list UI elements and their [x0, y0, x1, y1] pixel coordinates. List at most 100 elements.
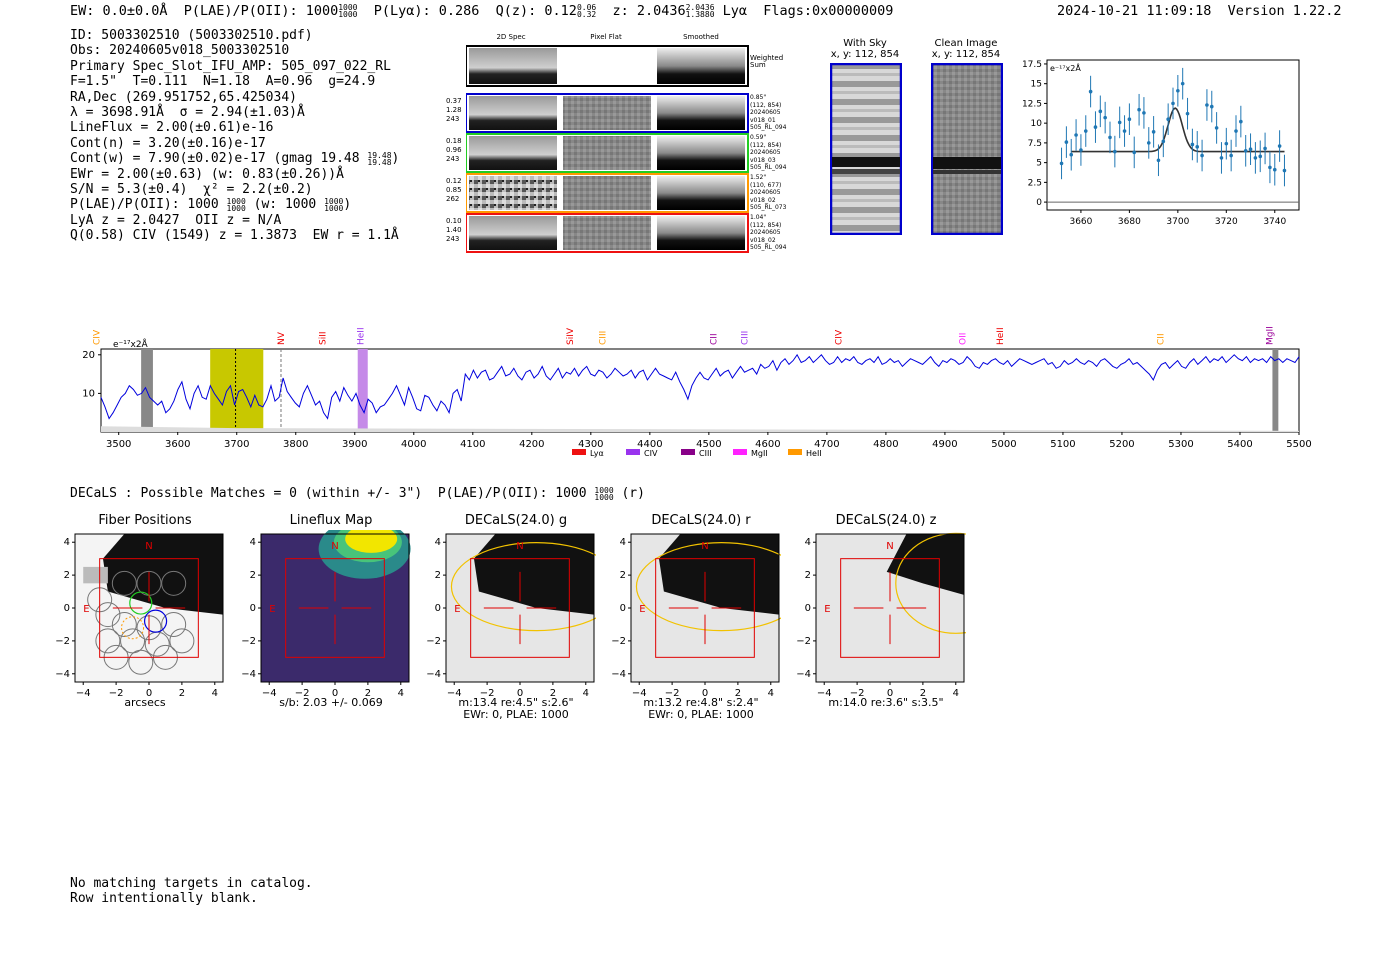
- spectrum-line-label: HeII: [996, 327, 1006, 345]
- aperture-ellipse: [635, 542, 781, 632]
- spectrum-line-label: CII: [710, 333, 720, 345]
- fit-data-point: [1239, 119, 1243, 124]
- compass-east: E: [639, 604, 645, 615]
- fit-data-point: [1209, 104, 1214, 109]
- spectrum-x-tick-label: 3500: [106, 439, 131, 450]
- panel-y-tick-label: −4: [241, 669, 256, 680]
- fit-data-point: [1258, 154, 1263, 159]
- panel-y-tick-label: −4: [426, 669, 441, 680]
- panel-y-tick-label: −2: [611, 636, 626, 647]
- cutout-meta-line: 20240605: [750, 109, 781, 117]
- cutout-row: [466, 133, 749, 173]
- panel-x-tick-label: −2: [480, 688, 495, 699]
- fit-data-point: [1161, 139, 1166, 144]
- fit-data-point: [1059, 161, 1064, 166]
- legend-label: HeII: [806, 449, 822, 458]
- fit-x-tick-label: 3740: [1263, 217, 1286, 227]
- cutout-2d-spec: [469, 136, 557, 170]
- spectrum-x-tick-label: 5500: [1286, 439, 1311, 450]
- fiber-circle: [161, 570, 187, 596]
- cutout-meta-line: v018_02: [750, 196, 776, 204]
- cutout-2d-spec: [469, 216, 557, 250]
- spectrum-x-tick-label: 5200: [1109, 439, 1134, 450]
- legend-label: Lyα: [590, 449, 604, 458]
- panel-title: DECaLS(24.0) g: [464, 513, 568, 528]
- spectrum-line-label: OII: [959, 333, 969, 345]
- compass-north: N: [516, 541, 523, 552]
- cutout-smoothed: [657, 136, 745, 170]
- panel-x-tick-label: 0: [332, 688, 338, 699]
- spectrum-x-tick-label: 4500: [696, 439, 721, 450]
- fit-data-point: [1122, 129, 1127, 133]
- panel-y-tick-label: 2: [435, 570, 441, 581]
- spectrum-heii-band: [357, 349, 368, 432]
- panel-caption: s/b: 2.03 +/- 0.069: [246, 697, 416, 709]
- compass-east: E: [83, 604, 89, 615]
- cutout-meta-line: 20240605: [750, 149, 781, 157]
- fiber-circle: [161, 611, 187, 637]
- target-box: [840, 558, 940, 658]
- panel-caption-line: m:13.2 re:4.8" s:2.4": [643, 696, 759, 709]
- spectrum-x-tick-label: 4000: [401, 439, 426, 450]
- fit-data-point: [1195, 145, 1200, 149]
- info-params: F=1.5" T=0.111 N=1.18 A=0.96 g=24.9: [70, 74, 376, 90]
- panel-y-tick-label: −4: [55, 669, 70, 680]
- col-title-pixel-flat: Pixel Flat: [590, 33, 622, 41]
- fit-data-point: [1272, 167, 1277, 172]
- target-box: [470, 558, 570, 658]
- fit-y-tick-label: 15: [1031, 80, 1042, 90]
- spectrum-x-tick-label: 4600: [755, 439, 780, 450]
- fiber-circle: [95, 602, 121, 628]
- compass-north: N: [145, 541, 152, 552]
- panel-x-tick-label: 2: [735, 688, 741, 699]
- info-contn: Cont(n) = 3.20(±0.16)e-17: [70, 135, 266, 151]
- fiber-circle-blue: [143, 609, 168, 633]
- header-timestamp-version: 2024-10-21 11:09:18 Version 1.22.2: [1057, 3, 1342, 19]
- panel-caption: arcsecs: [60, 697, 230, 709]
- panel-y-tick-label: 4: [250, 537, 256, 548]
- info-id: ID: 5003302510 (5003302510.pdf): [70, 28, 313, 43]
- panel-image: N E −4 −4 −2 −2 0 0 2 2 4 4: [241, 530, 411, 699]
- fit-data-point: [1205, 103, 1209, 107]
- spectrum-line-label: CIII: [740, 331, 750, 345]
- panel-title: Lineflux Map: [289, 513, 373, 528]
- panel-x-tick-label: −4: [76, 688, 91, 699]
- spectrum-flux-line: [100, 353, 1300, 420]
- cutout-value: 0.12: [446, 177, 462, 185]
- info-q: Q(0.58) CIV (1549) z = 1.3873 EW r = 1.1…: [70, 228, 399, 244]
- fit-data-point: [1224, 141, 1229, 146]
- panel-x-tick-label: −2: [850, 688, 865, 699]
- cutout-meta-line: 1.04": [750, 214, 767, 221]
- line-fit-chart: 0 2.5 5 7.5 10 12.5 15 17.5 3660 3680 3700 3720 3740…: [1022, 59, 1300, 227]
- fit-data-point: [1098, 109, 1103, 114]
- spectrum-x-tick-label: 5000: [991, 439, 1016, 450]
- fit-y-tick-label: 5: [1036, 159, 1042, 169]
- panel-image: N E −4 −4 −2 −2 0 0 2 2 4 4: [611, 533, 781, 699]
- fit-data-point: [1219, 156, 1224, 160]
- weighted-sum-row: [466, 45, 749, 87]
- panel-x-tick-label: 0: [887, 688, 893, 699]
- info-obs: Obs: 20240605v018_5003302510: [70, 43, 290, 59]
- legend-label: CIII: [699, 449, 712, 458]
- fit-data-point: [1277, 144, 1282, 148]
- spectrum-line-label: CIV: [92, 329, 102, 345]
- spectrum-line-label: CIII: [599, 331, 609, 345]
- fit-data-point: [1253, 156, 1258, 160]
- spectrum-unit-label: e⁻¹⁷x2Å: [113, 338, 149, 350]
- fit-plot-frame: [1046, 59, 1300, 211]
- fit-data-point: [1176, 88, 1180, 93]
- spectrum-x-tick-label: 5100: [1050, 439, 1075, 450]
- panel-x-tick-label: −4: [632, 688, 647, 699]
- spectrum-line-label: CIV: [835, 329, 845, 345]
- panel-x-tick-label: 2: [179, 688, 185, 699]
- cutout-row: [466, 173, 749, 213]
- spectrum-line-label: NV: [277, 331, 287, 345]
- panel-x-tick-label: 4: [212, 688, 218, 699]
- panel-y-tick-label: 0: [64, 603, 70, 614]
- panel-y-tick-label: 0: [435, 603, 441, 614]
- footer-line-2: Row intentionally blank.: [70, 891, 258, 907]
- legend-swatch: [733, 449, 747, 455]
- panel-y-tick-label: 4: [435, 537, 441, 548]
- panel-x-tick-label: 0: [146, 688, 152, 699]
- cutout-smoothed: [657, 96, 745, 130]
